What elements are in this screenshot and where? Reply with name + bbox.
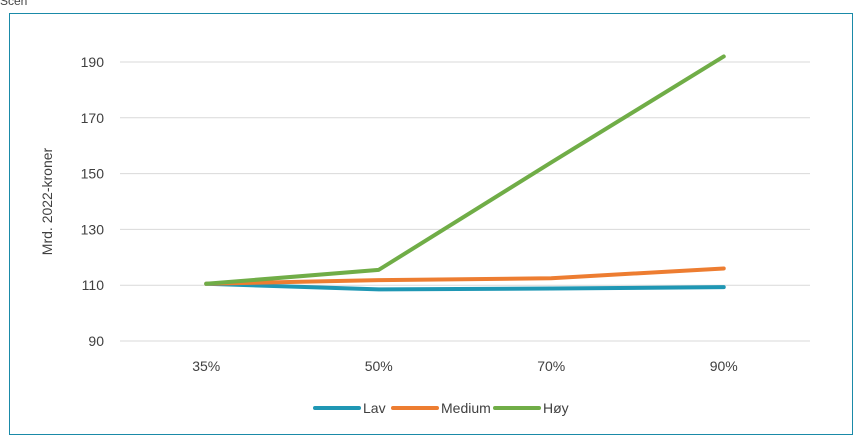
- y-axis-label: Mrd. 2022-kroner: [39, 147, 55, 255]
- top-strip: [0, 0, 854, 5]
- y-tick-label: 110: [82, 277, 105, 293]
- y-tick-label: 190: [81, 54, 105, 70]
- legend-label: Høy: [543, 400, 569, 416]
- y-tick-label: 170: [81, 110, 105, 126]
- y-tick-label: 90: [88, 333, 104, 349]
- legend-label: Medium: [441, 400, 491, 416]
- legend-label: Lav: [363, 400, 386, 416]
- header-text: Scen: [0, 0, 28, 8]
- y-tick-label: 130: [81, 221, 105, 237]
- x-tick-label: 35%: [192, 358, 220, 374]
- x-tick-label: 70%: [537, 358, 565, 374]
- series-line-høy: [204, 54, 726, 286]
- series-line-lav: [204, 281, 726, 292]
- x-tick-label: 90%: [710, 358, 738, 374]
- y-tick-label: 150: [81, 166, 105, 182]
- chart-frame: [9, 13, 853, 435]
- x-tick-label: 50%: [365, 358, 393, 374]
- series-line-medium: [204, 266, 726, 286]
